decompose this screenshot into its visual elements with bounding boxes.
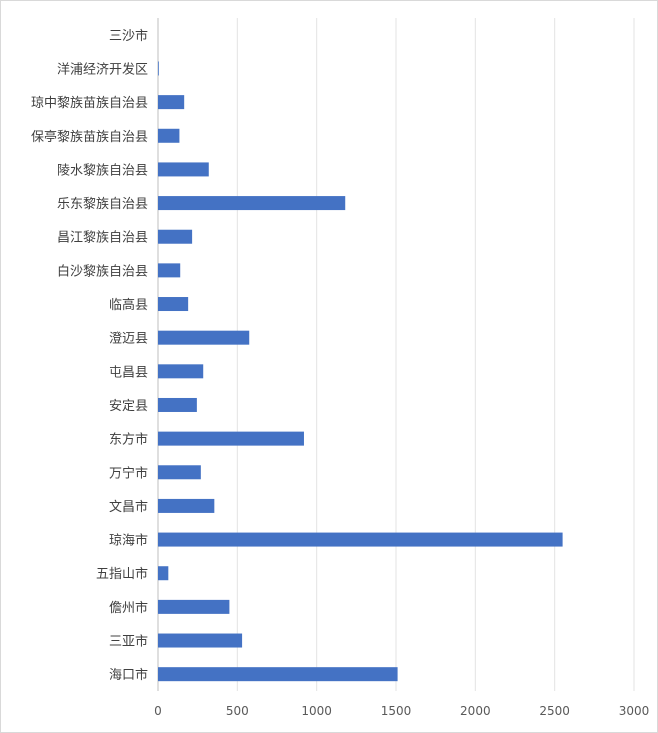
bar-13 (158, 431, 304, 446)
category-label-9: 临高县 (109, 297, 148, 313)
category-label-3: 琼中黎族苗族自治县 (31, 95, 148, 111)
bar-14 (158, 465, 201, 480)
category-label-17: 五指山市 (96, 566, 148, 582)
bar-4 (158, 128, 180, 143)
category-label-20: 海口市 (109, 667, 148, 683)
category-label-4: 保亭黎族苗族自治县 (31, 129, 148, 145)
bar-7 (158, 229, 193, 244)
category-label-12: 安定县 (109, 399, 148, 414)
category-label-15: 文昌市 (109, 499, 148, 515)
bar-19 (158, 633, 243, 648)
bar-15 (158, 498, 215, 513)
gridlines (157, 18, 635, 691)
category-label-13: 东方市 (109, 432, 148, 448)
x-tick-label-1500: 1500 (381, 704, 412, 718)
category-label-6: 乐东黎族自治县 (57, 196, 148, 212)
bars (158, 61, 563, 682)
category-label-1: 三沙市 (109, 28, 148, 44)
category-label-10: 澄迈县 (109, 332, 148, 347)
category-label-7: 昌江黎族自治县 (57, 230, 148, 246)
x-tick-label-1000: 1000 (301, 704, 332, 718)
bar-6 (158, 196, 346, 211)
bar-3 (158, 95, 185, 110)
x-tick-label-500: 500 (226, 704, 249, 718)
x-tick-label-0: 0 (154, 704, 162, 718)
category-label-19: 三亚市 (109, 634, 148, 650)
category-label-16: 琼海市 (109, 533, 148, 549)
bar-9 (158, 297, 189, 312)
bar-11 (158, 364, 204, 379)
bar-16 (158, 532, 563, 547)
category-label-2: 洋浦经济开发区 (57, 61, 148, 77)
x-tick-label-3000: 3000 (619, 704, 650, 718)
category-label-8: 白沙黎族自治县 (57, 263, 148, 279)
bar-17 (158, 566, 169, 581)
category-labels: 三沙市洋浦经济开发区琼中黎族苗族自治县保亭黎族苗族自治县陵水黎族自治县乐东黎族自… (31, 28, 148, 683)
category-label-5: 陵水黎族自治县 (57, 162, 148, 178)
category-label-11: 屯昌县 (109, 365, 148, 380)
bar-10 (158, 330, 250, 345)
bar-2 (158, 61, 159, 76)
x-axis-tick-labels: 0 500 1000 1500 2000 2500 3000 (154, 704, 649, 718)
bar-18 (158, 599, 230, 614)
bar-5 (158, 162, 209, 177)
bar-20 (158, 667, 398, 682)
category-label-18: 儋州市 (109, 600, 148, 616)
x-tick-label-2000: 2000 (460, 704, 491, 718)
bar-8 (158, 263, 181, 278)
category-label-14: 万宁市 (109, 465, 148, 481)
x-tick-label-2500: 2500 (539, 704, 570, 718)
bar-12 (158, 397, 197, 412)
